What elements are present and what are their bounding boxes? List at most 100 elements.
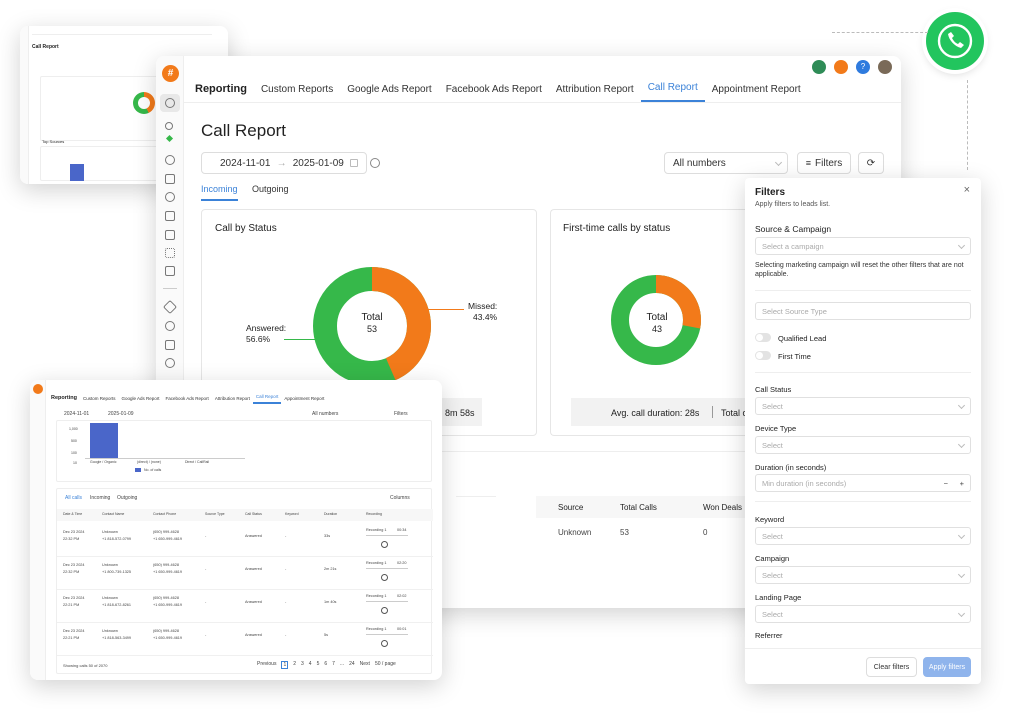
megaphone-icon[interactable] [812, 60, 826, 74]
cell-status: Answered [245, 633, 262, 637]
page-7[interactable]: 7 [332, 661, 335, 667]
campaign-select[interactable]: Select a campaign [755, 237, 971, 255]
send-icon[interactable] [162, 299, 178, 315]
help-icon[interactable]: ? [856, 60, 870, 74]
nav-facebook-ads[interactable]: Facebook Ads Report [165, 396, 209, 401]
page-6[interactable]: 6 [324, 661, 328, 667]
audio-progress[interactable] [366, 568, 408, 569]
apps-icon[interactable] [165, 248, 175, 258]
call-status-select[interactable]: Select [755, 397, 971, 415]
refresh-button[interactable]: ⟳ [858, 152, 884, 174]
nav-reporting[interactable]: Reporting [51, 395, 77, 401]
home-icon[interactable] [165, 98, 175, 108]
table-row[interactable]: Dec 23 2024 22:21 PM Unknown +1 818-672-826… [57, 593, 433, 623]
user-avatar[interactable] [878, 60, 892, 74]
date-to[interactable]: 2025-01-09 [108, 411, 134, 417]
chat-icon[interactable] [165, 192, 175, 202]
qualified-lead-toggle[interactable] [755, 333, 771, 342]
audio-progress[interactable] [366, 535, 408, 536]
sparkle-icon[interactable] [165, 134, 174, 143]
landing-page-label: Landing Page [755, 593, 802, 602]
nav-appointment[interactable]: Appointment Report [284, 396, 325, 401]
bell-icon[interactable] [834, 60, 848, 74]
nav-custom-reports[interactable]: Custom Reports [260, 84, 334, 95]
play-icon[interactable] [381, 541, 388, 548]
page-3[interactable]: 3 [301, 661, 304, 667]
audio-progress[interactable] [366, 601, 408, 602]
report-icon[interactable] [165, 340, 175, 350]
page-next[interactable]: Next [359, 661, 370, 667]
play-icon[interactable] [381, 607, 388, 614]
tab-outgoing[interactable]: Outgoing [117, 495, 138, 501]
tab-all-calls[interactable]: All calls [65, 495, 82, 501]
phone-call-icon[interactable] [926, 12, 984, 70]
device-type-select[interactable]: Select [755, 436, 971, 454]
tab-incoming[interactable]: Incoming [90, 495, 111, 501]
table-row[interactable]: Dec 23 2024 22:32 PM Unknown +1 800-739-132… [57, 560, 433, 590]
nav-attribution[interactable]: Attribution Report [214, 396, 250, 401]
grid-icon[interactable] [165, 174, 175, 184]
trash-icon[interactable] [165, 266, 175, 276]
filters-button[interactable]: ≡ Filters [797, 152, 851, 174]
play-icon[interactable] [165, 321, 175, 331]
play-icon[interactable] [381, 640, 388, 647]
document-icon[interactable] [165, 230, 175, 240]
landing-page-select[interactable]: Select [755, 605, 971, 623]
dashboard-icon[interactable] [165, 155, 175, 165]
play-icon[interactable] [381, 574, 388, 581]
page-1[interactable]: 1 [281, 661, 289, 669]
filters-button[interactable]: Filters [394, 411, 408, 417]
nav-call-report[interactable]: Call Report [252, 394, 282, 404]
search-icon[interactable] [165, 122, 173, 130]
calendar-icon[interactable] [165, 211, 175, 221]
nav-appointment[interactable]: Appointment Report [711, 84, 801, 95]
tab-incoming[interactable]: Incoming [201, 184, 238, 201]
page-5[interactable]: 5 [316, 661, 320, 667]
apply-filters-button[interactable]: Apply filters [923, 657, 971, 677]
nav-attribution[interactable]: Attribution Report [555, 84, 634, 95]
plus-icon[interactable]: + [959, 478, 964, 488]
clear-filters-button[interactable]: Clear filters [866, 657, 917, 677]
award-icon[interactable] [165, 358, 175, 368]
top-nav: Reporting Custom Reports Google Ads Repo… [188, 82, 808, 102]
keyword-select[interactable]: Select [755, 527, 971, 545]
minus-icon[interactable]: − [943, 478, 948, 488]
page-prev[interactable]: Previous [257, 661, 277, 667]
donut2-total-label: Total [646, 312, 668, 323]
nav-reporting[interactable]: Reporting [195, 83, 247, 95]
nav-custom-reports[interactable]: Custom Reports [82, 396, 116, 401]
info-icon[interactable] [370, 158, 380, 168]
legend-label: No. of calls [144, 468, 162, 472]
first-time-toggle[interactable] [755, 351, 771, 360]
min-duration-input[interactable]: Min duration (in seconds) − + [755, 474, 971, 492]
date-range-picker[interactable]: 2024-11-01 → 2025-01-09 [201, 152, 367, 174]
date-from[interactable]: 2024-11-01 [64, 411, 90, 417]
missed-label: Missed: [468, 301, 498, 311]
table-row[interactable]: Dec 23 2024 22:21 PM Unknown +1 818-563-349… [57, 626, 433, 656]
page-size[interactable]: 50 / page [374, 661, 396, 667]
page-2[interactable]: 2 [293, 661, 297, 667]
nav-facebook-ads[interactable]: Facebook Ads Report [445, 84, 542, 95]
campaign-filter-select[interactable]: Select [755, 566, 971, 584]
table-row[interactable]: Dec 23 2024 22:32 PM Unknown +1 818-572-079… [57, 527, 433, 557]
calls-table-card: All calls Incoming Outgoing Columns Date… [56, 488, 433, 674]
cell-num: (650) 999-4628 [153, 530, 179, 534]
columns-button[interactable]: Columns [390, 495, 410, 501]
source-campaign-label: Source & Campaign [755, 224, 832, 234]
nav-google-ads[interactable]: Google Ads Report [347, 84, 432, 95]
chevron-down-icon [957, 531, 966, 540]
date-to: 2025-01-09 [292, 157, 344, 169]
source-type-select[interactable]: Select Source Type [755, 302, 971, 320]
page-4[interactable]: 4 [308, 661, 312, 667]
filters-button-label: Filters [815, 157, 843, 169]
close-icon[interactable]: × [963, 184, 970, 196]
cell-kw: - [285, 600, 287, 604]
tab-outgoing[interactable]: Outgoing [252, 184, 289, 194]
nav-call-report[interactable]: Call Report [640, 82, 705, 102]
nav-google-ads[interactable]: Google Ads Report [121, 396, 160, 401]
page-24[interactable]: 24 [349, 661, 355, 667]
campaign-select-placeholder: Select a campaign [762, 241, 824, 251]
audio-progress[interactable] [366, 634, 408, 635]
numbers-select[interactable]: All numbers [312, 411, 339, 417]
numbers-select[interactable]: All numbers [664, 152, 788, 174]
